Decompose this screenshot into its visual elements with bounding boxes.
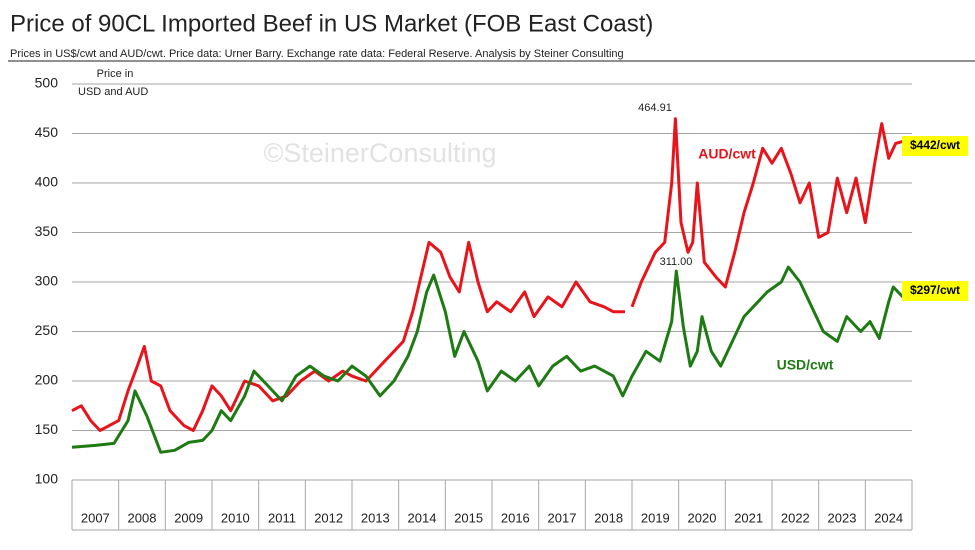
x-tick-label: 2010 bbox=[221, 510, 250, 525]
x-tick-label: 2012 bbox=[314, 510, 343, 525]
y-tick-label: 100 bbox=[35, 471, 59, 487]
y-tick-label: 300 bbox=[35, 273, 59, 289]
x-tick-label: 2017 bbox=[548, 510, 577, 525]
y-tick-label: 200 bbox=[35, 372, 59, 388]
x-tick-label: 2021 bbox=[734, 510, 763, 525]
x-tick-label: 2019 bbox=[641, 510, 670, 525]
watermark: ©SteinerConsulting bbox=[263, 138, 496, 168]
y-tick-label: 500 bbox=[35, 75, 59, 91]
y-tick-label: 150 bbox=[35, 421, 59, 437]
y-axis-label: Price in bbox=[97, 68, 134, 80]
x-tick-label: 2022 bbox=[781, 510, 810, 525]
y-axis-label: USD and AUD bbox=[78, 86, 148, 98]
end-label: $297/cwt bbox=[910, 283, 960, 297]
y-tick-label: 350 bbox=[35, 223, 59, 239]
annotation: 311.00 bbox=[660, 256, 693, 268]
x-tick-label: 2018 bbox=[594, 510, 623, 525]
x-tick-label: 2011 bbox=[268, 510, 296, 525]
x-tick-label: 2023 bbox=[828, 510, 857, 525]
x-tick-label: 2007 bbox=[81, 510, 110, 525]
x-tick-label: 2015 bbox=[454, 510, 483, 525]
legend-label: USD/cwt bbox=[777, 357, 834, 373]
x-tick-label: 2013 bbox=[361, 510, 390, 525]
y-tick-label: 450 bbox=[35, 124, 59, 140]
series-line bbox=[71, 240, 625, 432]
x-tick-label: 2008 bbox=[128, 510, 157, 525]
annotation: 464.91 bbox=[638, 102, 672, 114]
x-tick-label: 2014 bbox=[408, 510, 437, 525]
end-label: $442/cwt bbox=[910, 138, 960, 152]
x-tick-label: 2024 bbox=[874, 510, 903, 525]
chart-subtitle: Prices in US$/cwt and AUD/cwt. Price dat… bbox=[10, 48, 624, 60]
x-tick-label: 2016 bbox=[501, 510, 530, 525]
x-tick-label: 2020 bbox=[688, 510, 717, 525]
series-line bbox=[71, 265, 909, 454]
x-tick-label: 2009 bbox=[174, 510, 203, 525]
legend-label: AUD/cwt bbox=[698, 146, 756, 162]
chart-title: Price of 90CL Imported Beef in US Market… bbox=[10, 10, 653, 37]
y-tick-label: 250 bbox=[35, 322, 59, 338]
y-tick-label: 400 bbox=[35, 174, 59, 190]
end-label-box bbox=[902, 136, 968, 156]
end-label-box bbox=[902, 281, 968, 301]
series-line bbox=[630, 117, 904, 308]
